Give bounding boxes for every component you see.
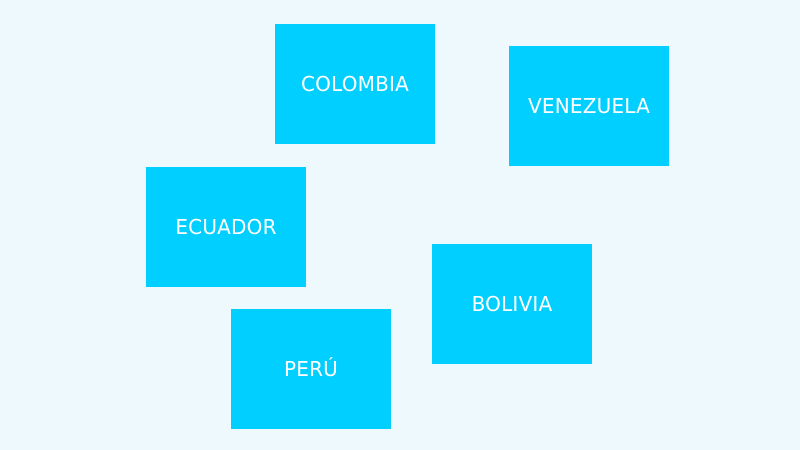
card-bolivia[interactable]: BOLIVIA (432, 244, 592, 364)
card-label: VENEZUELA (528, 94, 650, 118)
card-label: COLOMBIA (300, 72, 410, 96)
card-peru[interactable]: PERÚ (231, 309, 391, 429)
card-venezuela[interactable]: VENEZUELA (509, 46, 669, 166)
card-ecuador[interactable]: ECUADOR (146, 167, 306, 287)
card-label: PERÚ (283, 357, 339, 381)
card-label: BOLIVIA (471, 292, 553, 316)
card-colombia[interactable]: COLOMBIA (275, 24, 435, 144)
card-label: ECUADOR (175, 215, 277, 239)
